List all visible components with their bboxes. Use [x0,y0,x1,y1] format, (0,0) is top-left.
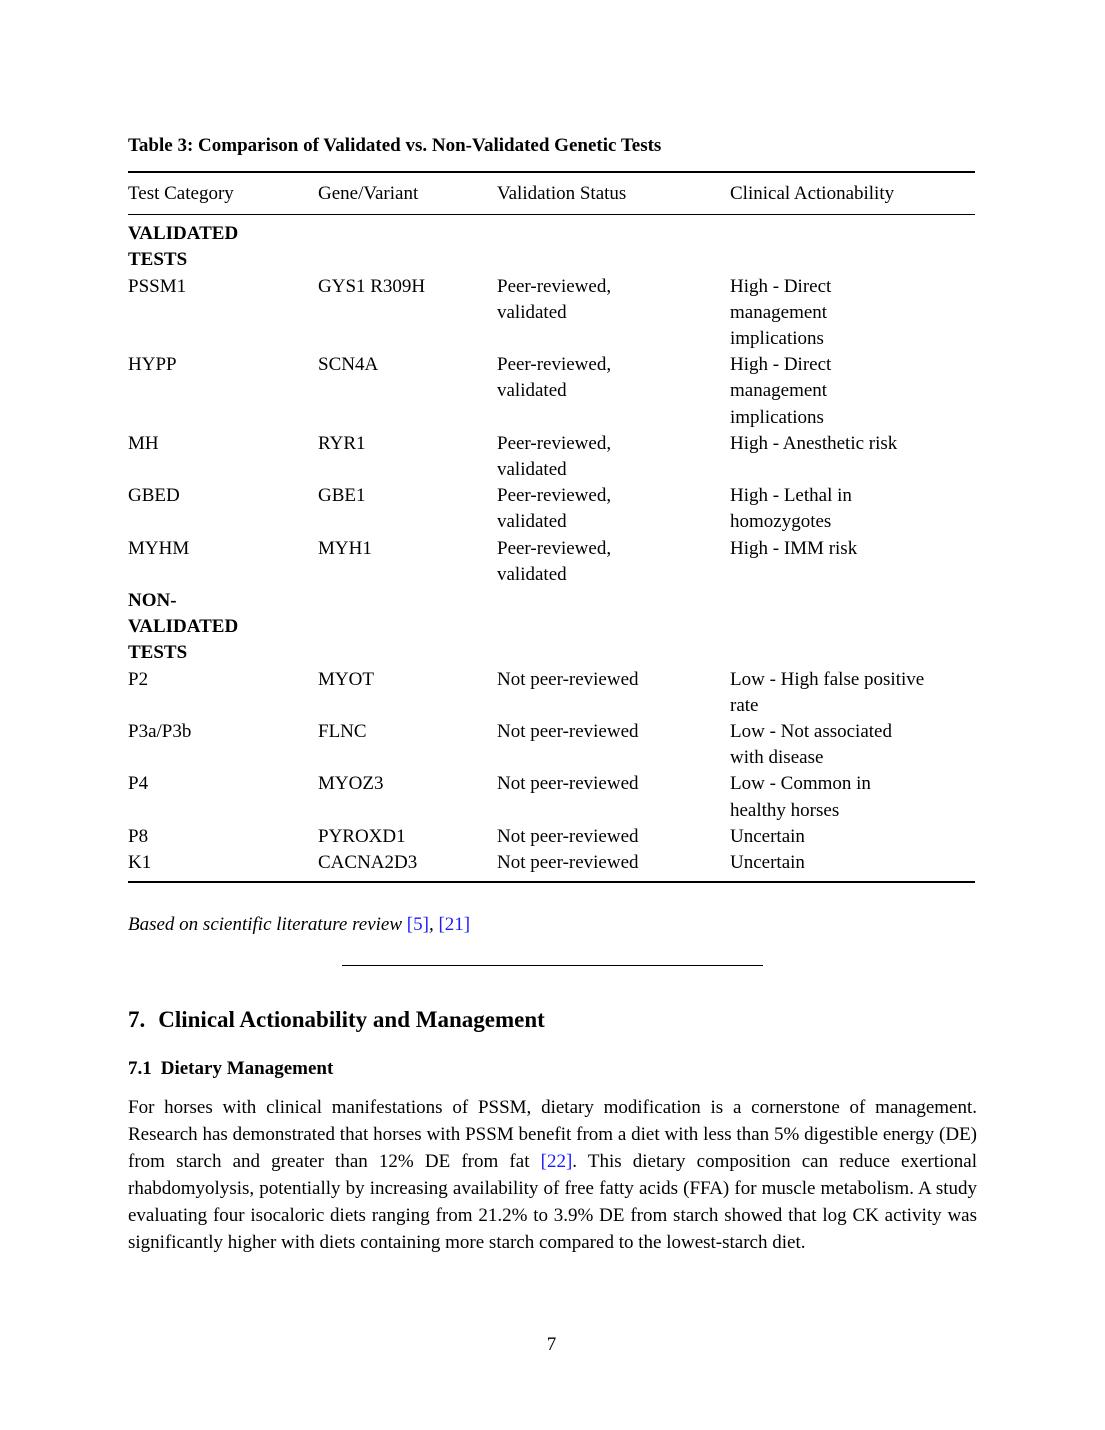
table-cell: Peer-reviewed, validated [497,537,612,585]
table-cell: GBE1 [318,485,366,507]
citation-link-22[interactable]: [22] [540,1151,573,1172]
table-cell: High - Direct management implications [730,354,832,428]
table-cell: HYPP [128,354,177,376]
table-cell: Low - High false positive rate [730,668,925,716]
table-row-myhm: MYHM MYH1 Peer-reviewed, validated High … [128,536,975,588]
table-cell: PYROXD1 [318,825,406,847]
table-cell: MYHM [128,537,190,559]
table-cell: MYOZ3 [318,773,384,795]
table-cell: P2 [128,668,149,690]
table-row-pssm1: PSSM1 GYS1 R309H Peer-reviewed, validate… [128,274,975,353]
table-cell: High - IMM risk [730,537,858,559]
table-cell: Not peer-reviewed [497,773,639,795]
table-cell: Uncertain [730,825,805,847]
subsection-number: 7.1 [128,1058,152,1079]
table-source-note: Based on scientific literature review [5… [128,911,975,938]
body-paragraph: For horses with clinical manifestations … [128,1094,977,1256]
table-cell: NON- VALIDATED TESTS [128,590,239,664]
table-cell: Peer-reviewed, validated [497,275,612,323]
table-cell: Peer-reviewed, validated [497,432,612,481]
table-cell [730,215,975,274]
table-cell: Low - Not associated with disease [730,721,892,769]
table-cell: GYS1 R309H [318,275,426,297]
table-cell [318,588,497,667]
table-row-non-validated-tests: NON- VALIDATED TESTS [128,588,975,667]
table-row-p4: P4 MYOZ3 Not peer-reviewed Low - Common … [128,771,975,823]
table-header-gene-variant: Gene/Variant [318,172,497,216]
table-cell: Uncertain [730,852,805,874]
table-cell: PSSM1 [128,275,187,297]
paragraph-text-2: . This dietary composition can reduce ex… [128,1151,977,1253]
table-row-mh: MH RYR1 Peer-reviewed, validated High - … [128,431,975,483]
subsection-heading: 7.1 Dietary Management [128,1056,975,1082]
table-title: Table 3: Comparison of Validated vs. Non… [128,135,662,156]
table-cell: High - Anesthetic risk [730,432,898,454]
section-number: 7. [128,1007,146,1032]
table-cell [730,588,975,667]
table-row-validated-tests: VALIDATED TESTS [128,215,975,274]
table-header-validation-status: Validation Status [497,172,730,216]
section-separator-rule [342,965,763,966]
table-row-hypp: HYPP SCN4A Peer-reviewed, validated High… [128,352,975,431]
table-cell: SCN4A [318,354,379,376]
table-header-row: Test Category Gene/Variant Validation St… [128,172,975,216]
table-row-p2: P2 MYOT Not peer-reviewed Low - High fal… [128,667,975,719]
table-cell: K1 [128,852,152,874]
table-row-p3a-p3b: P3a/P3b FLNC Not peer-reviewed Low - Not… [128,719,975,771]
table-cell: P8 [128,825,149,847]
subsection-title: Dietary Management [160,1058,334,1079]
table-cell: Not peer-reviewed [497,668,639,690]
table-header-test-category: Test Category [128,172,318,216]
table-cell: Not peer-reviewed [497,721,639,743]
section-heading: 7. Clinical Actionability and Management [128,1005,975,1035]
table-cell: Low - Common in healthy horses [730,773,871,821]
table-cell: RYR1 [318,432,366,454]
citation-link-5[interactable]: [5] [406,914,429,935]
table-row-k1: K1 CACNA2D3 Not peer-reviewed Uncertain [128,850,975,882]
table-header-clinical-actionability: Clinical Actionability [730,172,975,216]
table-cell: FLNC [318,721,367,743]
section-title: Clinical Actionability and Management [158,1007,545,1032]
genetic-tests-table: Test Category Gene/Variant Validation St… [128,171,975,884]
table-cell: High - Direct management implications [730,275,832,350]
page-number: 7 [546,1334,557,1355]
table-source-note-text: Based on scientific literature review [128,914,407,935]
table-cell: VALIDATED TESTS [128,223,239,271]
table-cell: CACNA2D3 [318,852,418,874]
table-cell [497,588,730,667]
table-cell: P4 [128,773,149,795]
table-row-p8: P8 PYROXD1 Not peer-reviewed Uncertain [128,824,975,850]
table-cell: MYH1 [318,537,372,559]
table-cell: P3a/P3b [128,721,192,743]
citation-separator: , [428,914,439,935]
table-cell: MYOT [318,668,374,690]
table-cell: High - Lethal in homozygotes [730,485,852,533]
paragraph-text-1: For horses with clinical manifestations … [128,1097,977,1172]
citation-link-21[interactable]: [21] [438,914,471,935]
table-cell [497,215,730,274]
table-row-gbed: GBED GBE1 Peer-reviewed, validated High … [128,483,975,535]
table-cell: GBED [128,485,180,507]
table-cell: Not peer-reviewed [497,825,639,847]
table-cell: MH [128,432,159,454]
table-cell: Not peer-reviewed [497,852,639,874]
table-cell: Peer-reviewed, validated [497,485,612,533]
table-cell [318,215,497,274]
table-cell: Peer-reviewed, validated [497,354,612,402]
